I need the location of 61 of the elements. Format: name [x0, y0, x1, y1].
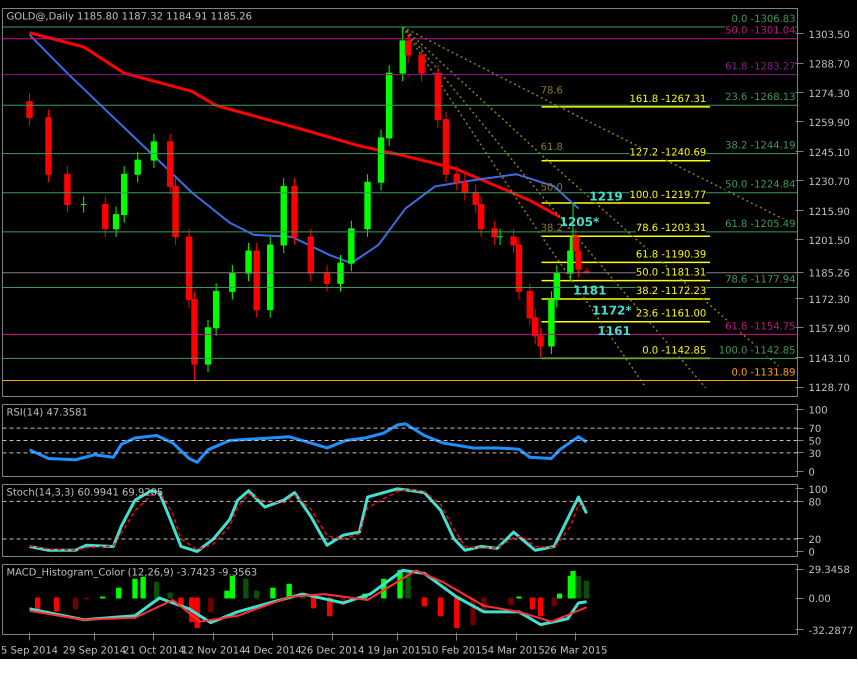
annotation: 127.2 -1240.69	[630, 148, 706, 159]
y-tick-label: 1128.70	[808, 383, 850, 394]
annotation: 78.6 -1203.31	[636, 223, 706, 234]
y-tick-label: 50	[808, 436, 822, 448]
y-tick-label: 0.00	[808, 594, 831, 606]
annotation: 50.0 -1181.31	[636, 268, 706, 279]
annotation: 23.6 -1268.13	[725, 92, 796, 104]
annotation: 61.8 -1283.27	[725, 62, 796, 73]
x-tick-label: 19 Jan 2015	[367, 646, 428, 656]
y-tick-label: 1215.90	[808, 206, 850, 218]
y-tick-label: 70	[808, 424, 822, 436]
y-tick-label: 100	[808, 405, 828, 416]
annotation: 61.8 -1190.39	[636, 249, 706, 260]
y-tick-label: 1143.10	[808, 354, 850, 365]
x-tick-label: 4 Dec 2014	[244, 646, 302, 656]
annotation: 0.0 -1142.85	[642, 345, 706, 356]
x-tick-label: 5 Sep 2014	[1, 646, 58, 656]
annotation: 38.2 -1172.23	[636, 286, 706, 298]
y-tick-label: 20	[808, 534, 822, 546]
y-tick-label: 1172.30	[808, 294, 850, 306]
annotation: 1172*	[592, 304, 632, 318]
chart-title: MACD_Histogram_Color (12,26,9) -3.7423 -9.3563	[6, 568, 258, 578]
annotation: 78.6 -1177.94	[725, 274, 796, 286]
annotation: 100.0 -1142.85	[718, 345, 796, 356]
annotation: 100.0 -1219.77	[630, 190, 706, 201]
annotation: 50.0 -1301.04	[725, 26, 796, 37]
y-tick-label: 1230.70	[808, 176, 850, 188]
x-tick-label: 26 Mar 2015	[544, 646, 608, 656]
chart-title: RSI(14) 47.3581	[6, 408, 88, 418]
series-label: 61.8	[540, 142, 563, 153]
y-tick-label: 1259.90	[808, 118, 850, 129]
annotation: 161.8 -1267.31	[630, 94, 706, 105]
x-tick-label: 10 Feb 2015	[426, 646, 488, 656]
series-label: 78.6	[540, 85, 563, 96]
y-tick-label: 1201.50	[808, 236, 850, 247]
annotation: 23.6 -1161.00	[636, 308, 706, 320]
y-tick-label: 80	[808, 497, 822, 508]
annotation: 0.0 -1306.83	[731, 14, 796, 26]
annotation: 50.0 -1224.84	[725, 180, 796, 191]
y-tick-label: 100	[808, 484, 828, 496]
y-tick-label: 1185.26	[808, 268, 850, 280]
annotation: 1219	[589, 189, 623, 204]
x-tick-label: 26 Dec 2014	[300, 646, 364, 656]
y-tick-label: 1245.10	[808, 148, 850, 159]
y-tick-label: 30	[808, 448, 822, 460]
y-tick-label: 1288.70	[808, 60, 850, 71]
y-tick-label: 1303.50	[808, 30, 850, 41]
annotation: 0.0 -1131.89	[731, 368, 796, 379]
y-tick-label: 0	[808, 468, 815, 479]
annotation: 61.8 -1205.49	[725, 218, 796, 230]
y-tick-label: 29.3458	[808, 565, 850, 576]
annotation: 38.2 -1244.19	[725, 140, 796, 152]
annotation: 61.8 -1154.75	[725, 321, 796, 332]
chart-title: GOLD@,Daily 1185.80 1187.32 1184.91 1185.26	[6, 12, 252, 22]
y-tick-label: 0	[808, 547, 815, 558]
y-tick-label: 1157.90	[808, 324, 850, 335]
annotation: 1161	[597, 324, 631, 338]
series-label: 38.2	[540, 222, 563, 234]
y-tick-label: 1274.30	[808, 88, 850, 100]
x-tick-label: 4 Mar 2015	[488, 646, 545, 656]
y-tick-label: -32.2877	[808, 626, 854, 637]
